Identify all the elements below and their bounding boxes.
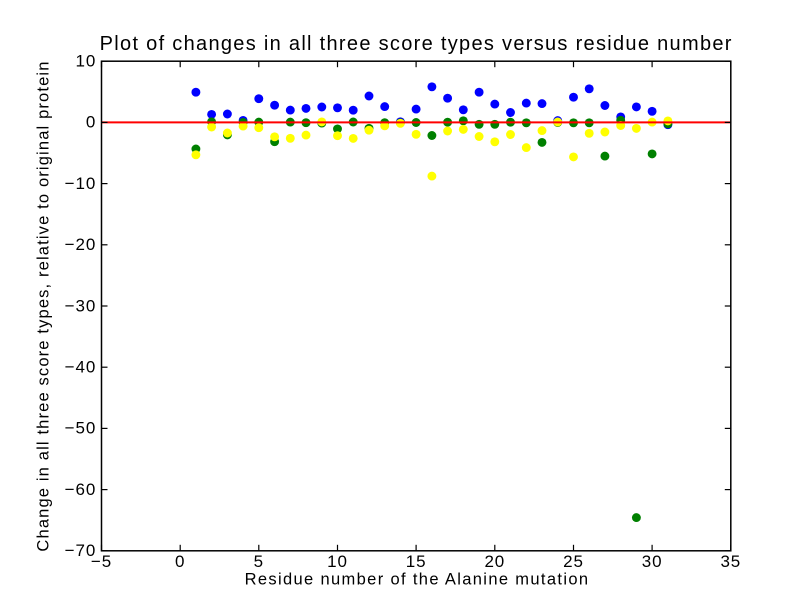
svg-text:Plot of changes in all three s: Plot of changes in all three score types… — [100, 33, 733, 55]
svg-text:−30: −30 — [65, 296, 97, 315]
svg-text:−70: −70 — [65, 541, 97, 560]
svg-text:10: 10 — [75, 52, 96, 71]
svg-text:25: 25 — [563, 552, 584, 571]
svg-text:0: 0 — [175, 552, 185, 571]
svg-text:0: 0 — [86, 113, 96, 132]
svg-text:20: 20 — [484, 552, 505, 571]
svg-text:35: 35 — [720, 552, 741, 571]
svg-text:10: 10 — [327, 552, 348, 571]
svg-text:−10: −10 — [65, 174, 97, 193]
svg-text:−20: −20 — [65, 235, 97, 254]
svg-text:30: 30 — [642, 552, 663, 571]
svg-text:Change in all three score type: Change in all three score types, relativ… — [35, 60, 53, 551]
svg-text:Residue number of the Alanine: Residue number of the Alanine mutation — [245, 571, 590, 589]
svg-text:−5: −5 — [91, 552, 112, 571]
svg-text:15: 15 — [406, 552, 427, 571]
svg-text:5: 5 — [254, 552, 264, 571]
svg-text:−50: −50 — [65, 419, 97, 438]
svg-text:−40: −40 — [65, 358, 97, 377]
svg-text:−60: −60 — [65, 480, 97, 499]
